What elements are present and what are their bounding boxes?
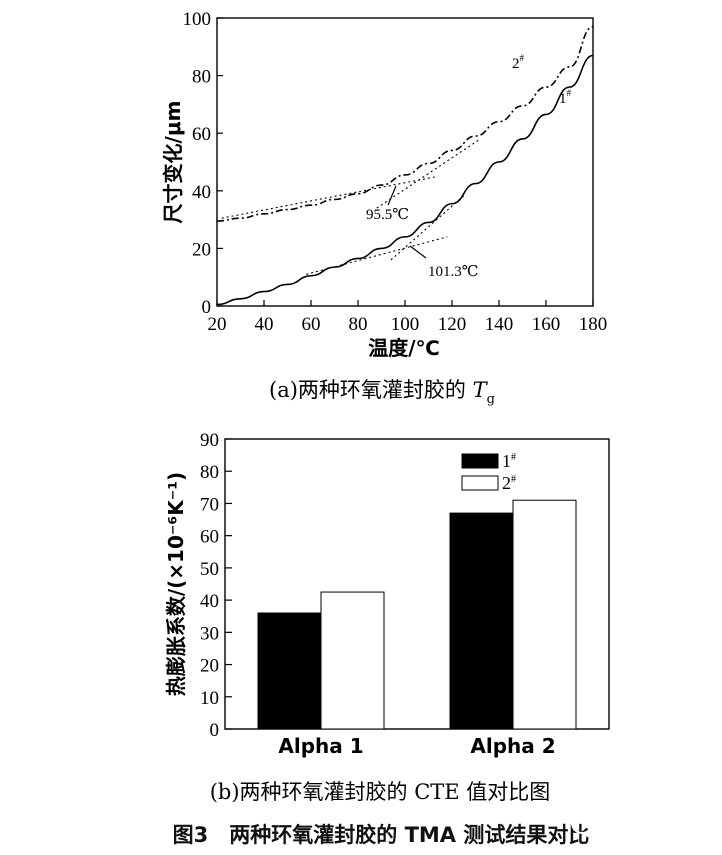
line-plot-frame bbox=[216, 17, 594, 307]
y-tick-label: 40 bbox=[192, 182, 211, 203]
watermark: 艾邦半导体网 bbox=[571, 812, 681, 834]
bar-2-2 bbox=[512, 499, 577, 730]
x-tick-label: 180 bbox=[579, 314, 608, 335]
tangent-1-low bbox=[306, 236, 448, 275]
bar-legend: 1# 2# bbox=[461, 451, 516, 493]
y-tick-label: 60 bbox=[192, 124, 211, 145]
series-label-1: 1# bbox=[559, 88, 572, 107]
figure-caption: 图3 两种环氧灌封胶的 TMA 测试结果对比 bbox=[173, 823, 590, 847]
x-tick-label: 60 bbox=[302, 314, 321, 335]
legend-label-1: 1# bbox=[502, 451, 516, 471]
panel-a-caption-text: (a)两种环氧灌封胶的 bbox=[269, 378, 473, 402]
bar-y-axis-label: 热膨胀系数/(×10⁻⁶K⁻¹) bbox=[164, 472, 188, 696]
y-tick-label: 0 bbox=[202, 297, 212, 318]
legend-swatch-2 bbox=[461, 475, 499, 491]
bar-y-tick-label: 20 bbox=[200, 656, 219, 677]
bar-y-tick-label: 70 bbox=[200, 494, 219, 515]
x-tick-label: 80 bbox=[349, 314, 368, 335]
bar-y-tick-label: 80 bbox=[200, 462, 219, 483]
series-line-2 bbox=[216, 25, 594, 222]
bar-axis-ticks: 0 10 20 30 40 50 60 70 80 90 Alpha 1 Alpha 2 bbox=[200, 430, 556, 758]
x-tick-label: 160 bbox=[532, 314, 561, 335]
legend-swatch-1 bbox=[461, 453, 499, 469]
watermark-text: 艾邦半导体网 bbox=[597, 816, 681, 832]
series-label-2: 2# bbox=[512, 53, 525, 72]
x-tick-label: 140 bbox=[485, 314, 514, 335]
line-x-axis-label: 温度/℃ bbox=[368, 336, 440, 360]
bar-category-label: Alpha 1 bbox=[278, 734, 363, 758]
annotation-arrow-95 bbox=[387, 185, 397, 206]
annotation-95-5: 95.5℃ bbox=[366, 207, 409, 223]
y-tick-label: 80 bbox=[192, 67, 211, 88]
x-tick-label: 100 bbox=[391, 314, 420, 335]
bar-1-1 bbox=[257, 612, 322, 730]
annotation-101-3: 101.3℃ bbox=[428, 264, 479, 280]
bar-y-tick-label: 0 bbox=[210, 720, 220, 741]
watermark-icon bbox=[571, 812, 593, 834]
tangent-2-low bbox=[221, 175, 439, 219]
series-line-1 bbox=[216, 54, 594, 306]
bar-y-tick-label: 60 bbox=[200, 527, 219, 548]
bar-category-label: Alpha 2 bbox=[470, 734, 555, 758]
tangent-2-high bbox=[376, 138, 481, 209]
bar-y-tick-label: 30 bbox=[200, 623, 219, 644]
y-tick-label: 100 bbox=[183, 9, 212, 30]
panel-b-caption: (b)两种环氧灌封胶的 CTE 值对比图 bbox=[210, 780, 551, 804]
bar-y-tick-label: 10 bbox=[200, 688, 219, 709]
line-y-axis-label: 尺寸变化/μm bbox=[161, 101, 185, 224]
bar-y-tick-label: 90 bbox=[200, 430, 219, 451]
bar-plot-frame bbox=[224, 438, 610, 730]
x-tick-label: 20 bbox=[208, 314, 227, 335]
bar-1-2 bbox=[449, 512, 514, 730]
bar-y-tick-label: 40 bbox=[200, 591, 219, 612]
x-tick-label: 40 bbox=[255, 314, 274, 335]
legend-label-2: 2# bbox=[502, 473, 516, 493]
y-tick-label: 20 bbox=[192, 239, 211, 260]
panel-a-caption: (a)两种环氧灌封胶的 Tg bbox=[269, 378, 495, 407]
tangent-1-high bbox=[390, 193, 467, 261]
x-tick-label: 120 bbox=[438, 314, 467, 335]
annotation-arrow-101 bbox=[409, 245, 427, 259]
bar-2-1 bbox=[320, 591, 385, 730]
line-series bbox=[216, 25, 594, 306]
line-annotations: 95.5℃ 101.3℃ 1# 2# bbox=[366, 53, 572, 280]
bar-series bbox=[257, 499, 577, 730]
bar-y-tick-label: 50 bbox=[200, 559, 219, 580]
